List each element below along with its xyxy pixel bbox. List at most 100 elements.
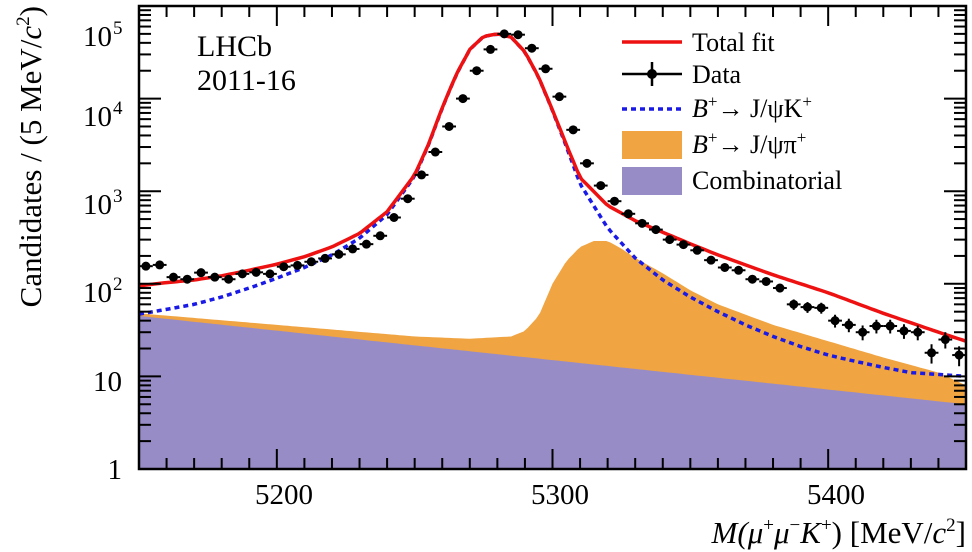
legend-swatch-data bbox=[622, 62, 682, 86]
data-marker bbox=[789, 299, 799, 309]
data-point bbox=[152, 260, 167, 270]
data-point bbox=[304, 257, 319, 267]
data-point bbox=[924, 344, 939, 364]
data-marker bbox=[734, 265, 744, 275]
data-marker bbox=[706, 255, 716, 265]
data-marker bbox=[458, 94, 468, 104]
background-fills bbox=[139, 241, 966, 469]
data-points bbox=[139, 29, 966, 367]
data-point bbox=[855, 325, 870, 341]
data-point bbox=[566, 125, 581, 135]
ytick-label-0: 1 bbox=[108, 454, 123, 486]
data-marker bbox=[830, 316, 840, 326]
data-marker bbox=[720, 262, 730, 272]
data-point bbox=[552, 92, 567, 102]
data-marker bbox=[651, 225, 661, 235]
data-marker bbox=[568, 125, 578, 135]
data-marker bbox=[403, 194, 413, 204]
data-point bbox=[359, 239, 374, 249]
data-marker bbox=[224, 274, 234, 284]
data-point bbox=[621, 209, 636, 219]
data-point bbox=[276, 262, 291, 272]
data-point bbox=[786, 299, 801, 310]
data-marker bbox=[141, 261, 151, 271]
data-point bbox=[139, 261, 153, 271]
period-label: 2011-16 bbox=[197, 64, 296, 97]
data-marker bbox=[582, 158, 592, 168]
xtick-label-1: 5300 bbox=[531, 479, 589, 511]
data-marker bbox=[692, 245, 702, 255]
data-marker bbox=[237, 269, 247, 279]
data-point bbox=[497, 29, 512, 39]
ytick-label-1: 10 bbox=[93, 366, 122, 398]
data-point bbox=[773, 283, 787, 293]
ytick-label-5: 10 bbox=[83, 21, 112, 53]
data-point bbox=[704, 255, 718, 265]
data-point bbox=[318, 253, 332, 263]
data-marker bbox=[334, 249, 344, 259]
data-marker bbox=[527, 43, 537, 53]
data-point bbox=[841, 318, 856, 333]
y-axis-title: Candidates / (5 MeV/c2) bbox=[13, 6, 48, 307]
data-point bbox=[717, 262, 732, 272]
legend-label-total-fit: Total fit bbox=[692, 28, 775, 57]
data-point bbox=[442, 121, 457, 131]
data-marker bbox=[196, 268, 206, 278]
data-marker bbox=[375, 231, 385, 241]
data-point bbox=[759, 276, 774, 286]
data-point bbox=[180, 274, 195, 284]
data-marker bbox=[610, 196, 620, 206]
legend-label-signal: B+→ J/ψK+ bbox=[692, 92, 812, 123]
data-point bbox=[538, 64, 553, 74]
data-point bbox=[938, 332, 953, 349]
data-point bbox=[593, 181, 608, 191]
total-fit-curve bbox=[138, 32, 967, 343]
data-marker bbox=[472, 66, 482, 76]
ytick-label-3: 10 bbox=[83, 189, 112, 221]
legend-label-combinatorial: Combinatorial bbox=[692, 166, 842, 195]
data-marker bbox=[899, 326, 909, 336]
data-marker bbox=[168, 272, 178, 282]
data-marker bbox=[913, 327, 923, 337]
data-marker bbox=[499, 29, 509, 39]
data-marker bbox=[444, 121, 454, 131]
fit-curves bbox=[138, 32, 967, 379]
data-point bbox=[607, 196, 622, 206]
data-marker bbox=[320, 253, 330, 263]
data-marker bbox=[265, 269, 275, 279]
data-point bbox=[745, 274, 760, 284]
data-marker bbox=[954, 350, 964, 360]
ytick-label-3-exp: 3 bbox=[113, 186, 123, 207]
ytick-label-2: 10 bbox=[83, 277, 112, 309]
data-marker bbox=[623, 209, 633, 219]
legend-label-data: Data bbox=[692, 60, 742, 89]
data-marker bbox=[747, 274, 757, 284]
legend: Total fit Data B+→ J/ψK+ B+→ J/ψπ+ Combi… bbox=[622, 28, 842, 195]
data-point bbox=[456, 94, 470, 104]
data-point bbox=[580, 158, 594, 168]
data-marker bbox=[513, 30, 523, 40]
ytick-label-2-exp: 2 bbox=[113, 274, 123, 295]
data-point bbox=[910, 325, 925, 341]
data-marker bbox=[775, 283, 785, 293]
x-axis-title: M(μ+μ−K+) [MeV/c2] bbox=[711, 515, 966, 550]
data-point bbox=[511, 30, 525, 40]
data-point bbox=[373, 231, 388, 241]
experiment-label: LHCb bbox=[197, 30, 272, 63]
data-point bbox=[524, 43, 539, 53]
combinatorial-area bbox=[139, 315, 966, 469]
data-marker bbox=[858, 327, 868, 337]
xtick-label-2: 5400 bbox=[807, 479, 865, 511]
data-marker bbox=[678, 240, 688, 250]
data-marker bbox=[182, 274, 192, 284]
data-marker bbox=[389, 212, 399, 222]
data-marker bbox=[485, 44, 495, 54]
data-marker bbox=[279, 262, 289, 272]
data-point bbox=[883, 319, 898, 334]
data-point bbox=[414, 170, 429, 180]
data-marker bbox=[596, 181, 606, 191]
data-point bbox=[483, 44, 498, 54]
data-marker bbox=[155, 260, 165, 270]
ytick-label-5-exp: 5 bbox=[113, 18, 123, 39]
data-marker bbox=[927, 348, 937, 358]
